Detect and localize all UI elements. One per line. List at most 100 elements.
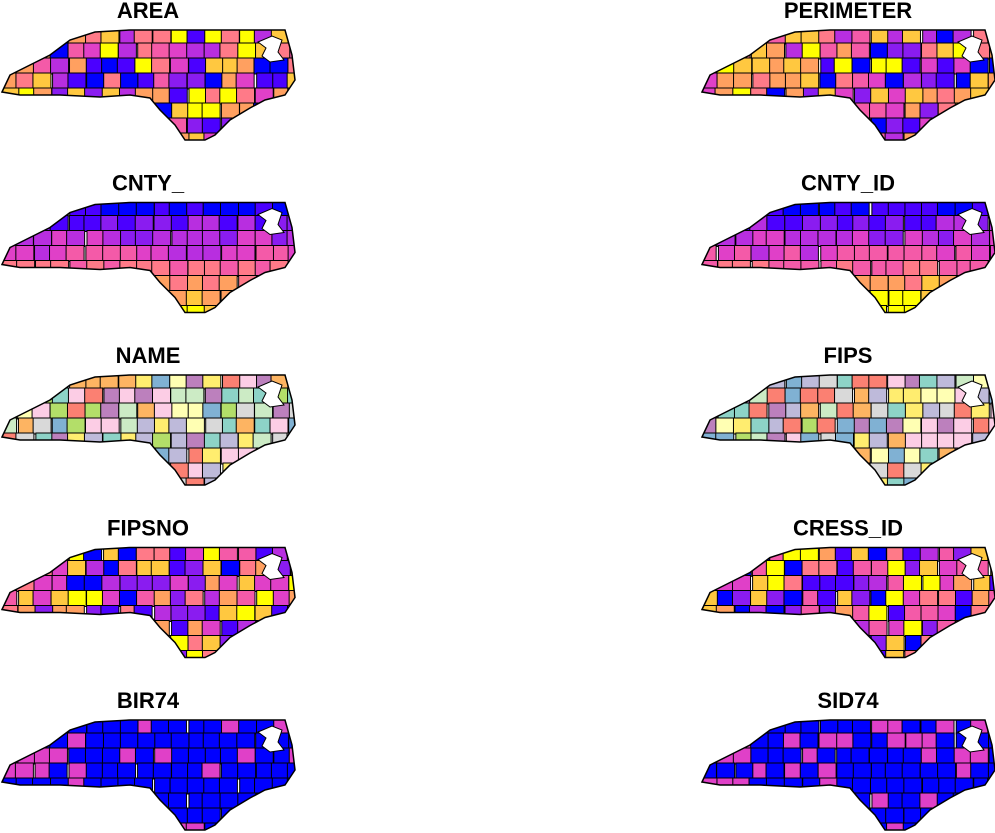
county	[920, 57, 940, 75]
county	[273, 650, 293, 658]
county	[32, 57, 52, 75]
county	[86, 290, 106, 307]
county	[69, 635, 89, 652]
county	[83, 547, 103, 562]
county	[136, 590, 156, 607]
county	[836, 762, 856, 780]
county	[716, 290, 736, 307]
county	[868, 215, 888, 232]
county	[18, 275, 38, 292]
county	[255, 822, 275, 830]
county	[289, 650, 295, 658]
county	[271, 305, 291, 313]
county	[117, 215, 137, 232]
county	[766, 132, 786, 140]
county	[836, 245, 856, 262]
county	[168, 447, 188, 465]
county	[68, 132, 88, 140]
county	[987, 762, 995, 780]
county	[272, 462, 292, 480]
county	[2, 387, 20, 405]
county	[852, 605, 872, 622]
county	[989, 477, 995, 485]
county	[2, 117, 21, 135]
county	[100, 275, 120, 292]
county	[885, 590, 905, 607]
county	[236, 605, 256, 622]
county	[752, 72, 772, 90]
county	[17, 605, 37, 622]
county	[970, 807, 990, 825]
county	[818, 560, 838, 577]
county	[801, 560, 821, 577]
county	[989, 87, 995, 105]
county	[34, 462, 54, 480]
county	[786, 807, 806, 825]
county	[886, 822, 906, 830]
county	[749, 375, 769, 390]
county	[702, 290, 720, 307]
county	[272, 132, 292, 140]
county	[835, 477, 855, 485]
county	[885, 260, 905, 277]
county	[954, 777, 974, 795]
county	[901, 57, 921, 75]
county	[834, 635, 854, 652]
county	[254, 635, 274, 652]
county	[99, 42, 119, 60]
county	[33, 620, 53, 637]
county	[835, 230, 855, 247]
county	[49, 402, 69, 420]
county	[16, 477, 36, 485]
county	[851, 590, 871, 607]
county	[731, 590, 751, 607]
county	[953, 417, 973, 435]
map-panel: FIPSNO	[0, 515, 296, 659]
county	[185, 477, 205, 485]
county	[884, 215, 904, 232]
county	[102, 732, 122, 750]
county	[953, 290, 973, 307]
county	[84, 462, 104, 480]
county	[768, 102, 788, 120]
county	[237, 635, 257, 652]
county	[254, 807, 274, 825]
county	[83, 807, 103, 825]
county	[33, 375, 53, 390]
county	[800, 462, 820, 480]
county	[765, 290, 785, 307]
county	[15, 807, 35, 825]
county	[936, 290, 956, 307]
county	[852, 762, 872, 780]
county	[134, 57, 154, 75]
county	[817, 387, 837, 405]
county	[270, 447, 290, 465]
county	[989, 575, 995, 592]
county	[67, 387, 87, 405]
county	[819, 72, 839, 90]
county	[117, 650, 137, 658]
county	[67, 620, 87, 637]
county	[218, 215, 238, 232]
county	[50, 117, 70, 135]
county	[15, 620, 35, 637]
county	[83, 477, 103, 485]
county	[286, 792, 295, 810]
county	[18, 132, 38, 140]
county	[33, 102, 53, 120]
sound	[957, 207, 985, 236]
county	[885, 650, 905, 658]
county	[955, 117, 975, 135]
county	[67, 590, 87, 607]
county	[16, 102, 36, 120]
county	[287, 620, 295, 637]
county	[2, 575, 17, 592]
county	[51, 462, 71, 480]
county	[852, 72, 872, 90]
county	[135, 650, 155, 658]
county	[119, 245, 139, 262]
county	[236, 230, 256, 247]
county	[2, 590, 18, 607]
county	[954, 102, 974, 120]
county	[887, 402, 907, 420]
